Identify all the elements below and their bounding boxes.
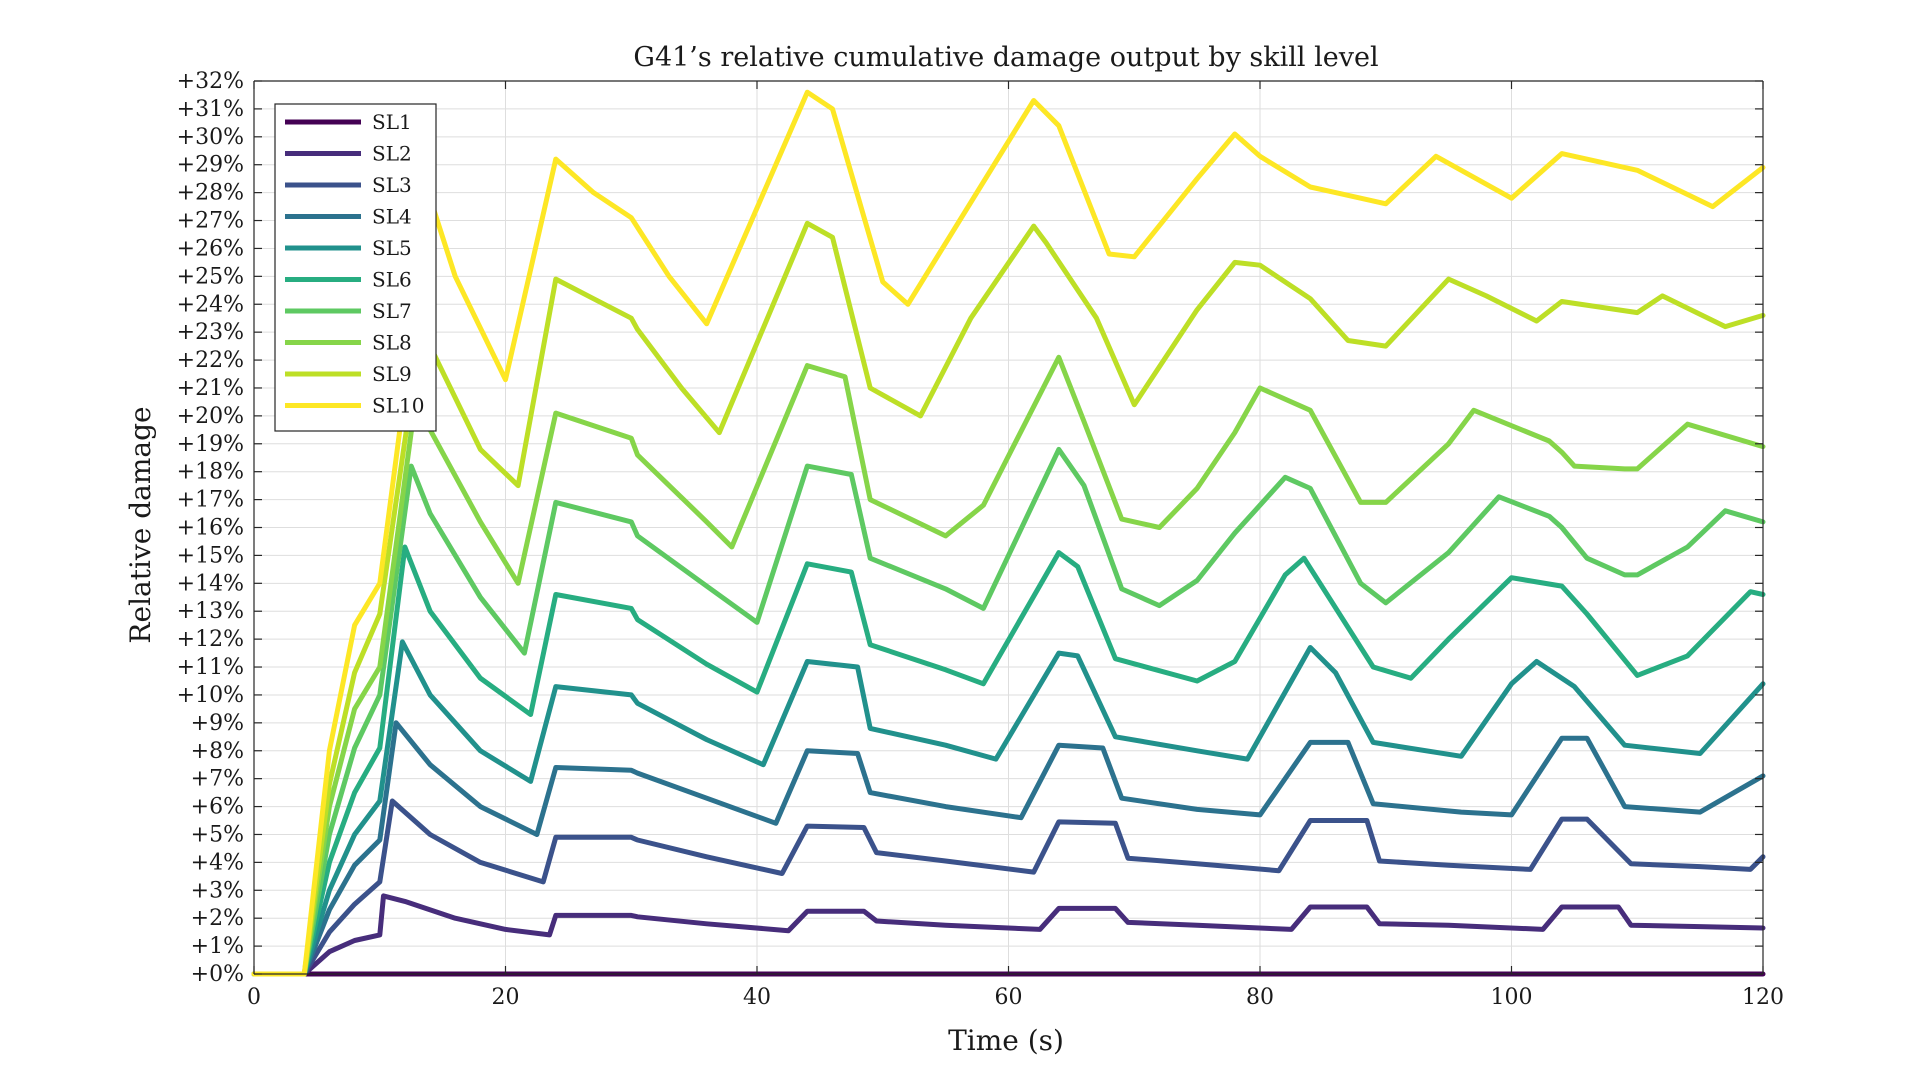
series-line-sl9: [251, 220, 1766, 977]
legend-item-sl7: SL7: [285, 299, 412, 323]
legend-item-sl10: SL10: [285, 394, 424, 418]
y-tick-label: +20%: [177, 404, 244, 429]
legend-item-sl8: SL8: [285, 331, 412, 355]
y-tick-label: +6%: [191, 795, 244, 820]
series-line-sl7: [251, 446, 1766, 977]
x-axis-label: Time (s): [948, 1024, 1064, 1057]
series-line-sl3: [251, 798, 1766, 977]
y-tick-label: +15%: [177, 543, 244, 568]
legend-label: SL5: [372, 236, 412, 260]
legend-label: SL8: [372, 331, 412, 355]
y-tick-label: +24%: [177, 292, 244, 317]
legend: SL1 SL2 SL3 SL4 SL5 SL6 SL7 SL8 SL9 SL10: [274, 103, 437, 432]
y-tick-label: +9%: [191, 711, 244, 736]
y-tick-label: +23%: [177, 320, 244, 345]
series-line-sl2: [251, 893, 1766, 977]
y-tick-label: +22%: [177, 348, 244, 373]
y-tick-label: +29%: [177, 153, 244, 178]
series-lines: [251, 89, 1766, 977]
x-tick-label: 60: [995, 985, 1023, 1010]
axes: [253, 80, 1764, 975]
y-tick-label: +30%: [177, 125, 244, 150]
legend-item-sl5: SL5: [285, 236, 412, 260]
y-tick-label: +0%: [191, 962, 244, 987]
y-tick-label: +14%: [177, 571, 244, 596]
legend-label: SL2: [372, 142, 412, 166]
y-tick-label: +11%: [177, 655, 244, 680]
series-line-sl5: [251, 639, 1766, 977]
y-axis-label: Relative damage: [124, 406, 157, 643]
legend-item-sl2: SL2: [285, 142, 412, 166]
legend-item-sl9: SL9: [285, 362, 412, 386]
y-tick-label: +7%: [191, 767, 244, 792]
tick-labels: +0% +1% +2% +3% +4% +5%+6% +7% +8% +9% +10% +11% +1…: [177, 69, 1784, 1010]
y-tick-label: +3%: [191, 878, 244, 903]
y-tick-label: +28%: [177, 181, 244, 206]
y-tick-label: +10%: [177, 683, 244, 708]
series-line-sl6: [251, 544, 1766, 977]
x-tick-label: 120: [1742, 985, 1784, 1010]
chart-title: G41’s relative cumulative damage output …: [633, 42, 1378, 73]
legend-item-sl3: SL3: [285, 173, 412, 197]
x-tick-label: 40: [743, 985, 771, 1010]
legend-item-sl6: SL6: [285, 268, 412, 292]
legend-label: SL7: [372, 299, 412, 323]
legend-item-sl4: SL4: [285, 205, 412, 229]
legend-label: SL3: [372, 173, 412, 197]
y-tick-label: +5%: [191, 822, 244, 847]
legend-label: SL4: [372, 205, 412, 229]
legend-item-sl1: SL1: [285, 110, 412, 134]
legend-label: SL6: [372, 268, 412, 292]
y-tick-label: +8%: [191, 739, 244, 764]
y-tick-label: +2%: [191, 906, 244, 931]
legend-label: SL1: [372, 110, 412, 134]
y-tick-label: +32%: [177, 69, 244, 94]
grid: [253, 80, 1764, 975]
series-line-sl8: [251, 354, 1766, 977]
y-tick-label: +13%: [177, 599, 244, 624]
y-tick-label: +25%: [177, 264, 244, 289]
y-tick-label: +27%: [177, 209, 244, 234]
series-line-sl10: [251, 89, 1766, 977]
y-tick-label: +21%: [177, 376, 244, 401]
x-tick-label: 100: [1491, 985, 1533, 1010]
x-tick-label: 80: [1246, 985, 1274, 1010]
series-line-sl4: [251, 720, 1766, 977]
y-tick-label: +17%: [177, 488, 244, 513]
y-tick-label: +12%: [177, 627, 244, 652]
legend-label: SL10: [372, 394, 424, 418]
y-tick-label: +1%: [191, 934, 244, 959]
x-tick-label: 20: [492, 985, 520, 1010]
legend-label: SL9: [372, 362, 412, 386]
y-tick-label: +18%: [177, 460, 244, 485]
y-tick-label: +26%: [177, 236, 244, 261]
x-tick-label: 0: [247, 985, 261, 1010]
y-tick-label: +16%: [177, 516, 244, 541]
y-tick-label: +31%: [177, 97, 244, 122]
y-tick-label: +19%: [177, 432, 244, 457]
y-tick-label: +4%: [191, 850, 244, 875]
